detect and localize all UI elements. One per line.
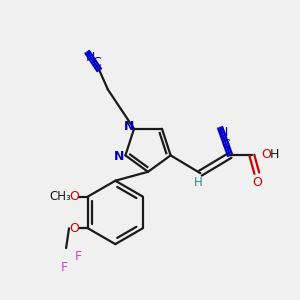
Text: H: H: [270, 148, 279, 161]
Text: N: N: [85, 51, 95, 64]
Text: H: H: [194, 176, 203, 189]
Text: CH₃: CH₃: [49, 190, 71, 203]
Text: N: N: [218, 126, 228, 139]
Text: O: O: [261, 148, 271, 161]
Text: O: O: [252, 176, 262, 189]
Text: O: O: [69, 190, 79, 203]
Text: N: N: [114, 150, 124, 163]
Text: F: F: [74, 250, 82, 262]
Text: O: O: [69, 222, 79, 235]
Text: N: N: [124, 120, 134, 133]
Text: F: F: [61, 261, 68, 274]
Text: C: C: [92, 56, 100, 70]
Text: C: C: [222, 138, 230, 151]
